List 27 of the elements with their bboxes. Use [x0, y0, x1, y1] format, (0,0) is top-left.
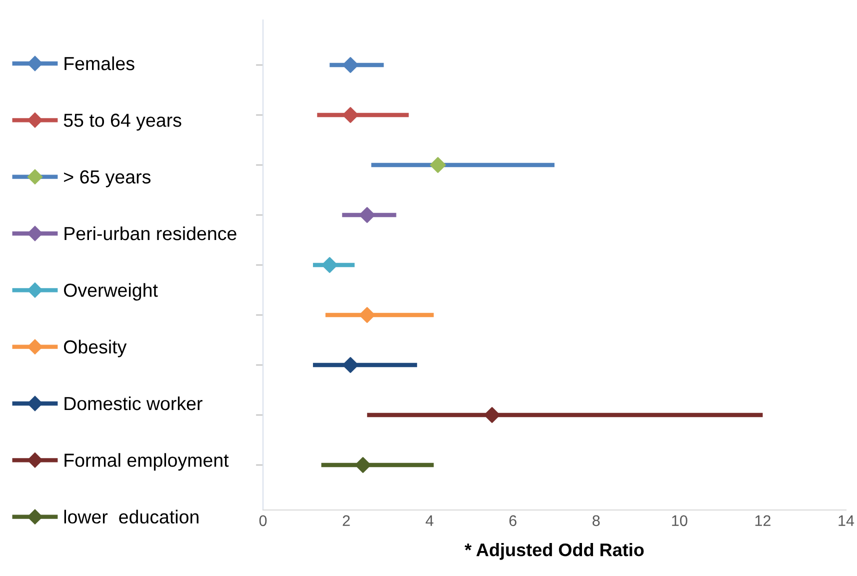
x-tick-label: 14 — [838, 515, 854, 526]
legend-label: Overweight — [64, 283, 158, 301]
point — [342, 357, 358, 373]
legend-label: Formal employment — [64, 453, 229, 471]
x-tick-label: 6 — [509, 515, 516, 526]
legend-label: lower education — [64, 510, 198, 524]
point — [342, 107, 358, 123]
legend-label: Females — [64, 56, 134, 70]
point — [322, 257, 338, 273]
legend-label: Domestic worker — [64, 396, 202, 410]
legend-label: Peri-urban residence — [64, 226, 236, 240]
point — [359, 307, 376, 323]
point — [354, 457, 371, 473]
point — [484, 407, 500, 423]
x-tick-label: 12 — [755, 515, 770, 526]
x-tick-label: 0 — [259, 515, 267, 526]
x-tick-label: 2 — [342, 515, 350, 526]
point — [430, 157, 446, 173]
legend-label: Obesity — [64, 340, 127, 358]
point — [342, 57, 358, 73]
point — [359, 207, 376, 223]
x-tick-label: 10 — [672, 515, 688, 526]
x-axis-title: * Adjusted Odd Ratio — [464, 542, 644, 560]
x-tick-label: 8 — [592, 515, 600, 526]
x-tick-label: 4 — [426, 515, 434, 526]
legend-label: > 65 years — [64, 170, 151, 188]
legend-label: 55 to 64 years — [64, 114, 182, 131]
